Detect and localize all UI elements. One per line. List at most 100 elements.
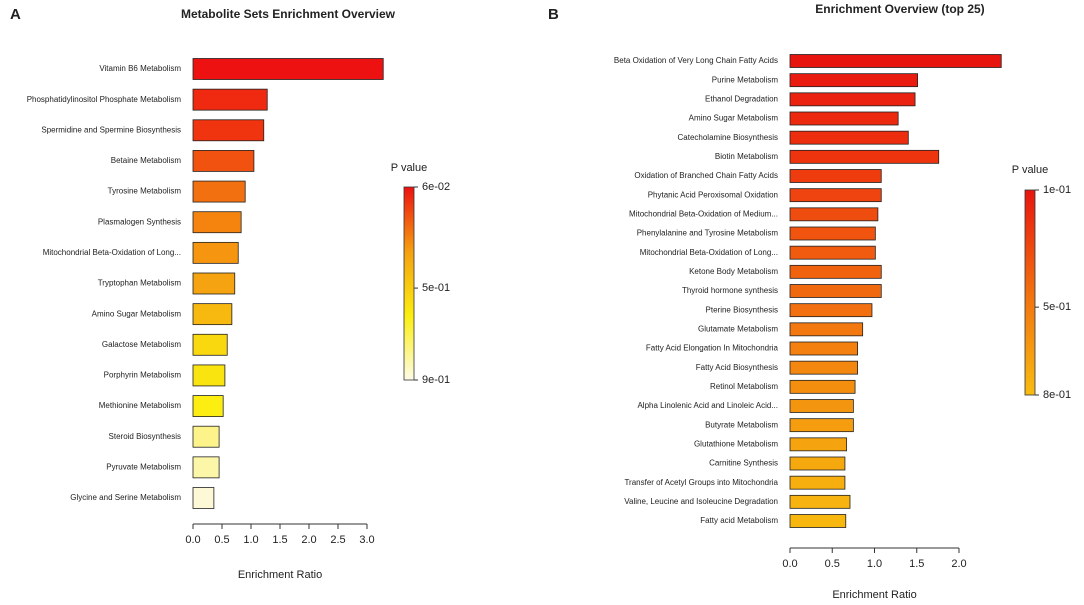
x-tick-label: 0.5 (825, 558, 840, 570)
category-label: Mitochondrial Beta-Oxidation of Medium..… (629, 209, 778, 218)
x-tick-label: 1.5 (272, 534, 287, 546)
category-label: Phosphatidylinositol Phosphate Metabolis… (27, 95, 182, 104)
bar (789, 169, 882, 183)
bar (789, 111, 899, 126)
bar (192, 303, 233, 326)
bar (192, 150, 255, 172)
bar (789, 399, 854, 413)
panel-label: A (10, 6, 21, 23)
bar (789, 475, 846, 490)
bar (789, 188, 882, 203)
bar (789, 514, 847, 528)
colorbar-tick-label: 1e-01 (1043, 184, 1071, 196)
colorbar-tick-label: 5e-01 (422, 282, 450, 294)
colorbar-tick-label: 6e-02 (422, 181, 450, 193)
bar (789, 322, 864, 337)
bar (192, 180, 246, 203)
bar (192, 456, 220, 479)
bar (789, 360, 858, 375)
x-tick-label: 0.5 (214, 534, 229, 546)
colorbar-tick-label: 9e-01 (422, 374, 450, 386)
bar (789, 456, 846, 471)
category-label: Glutamate Metabolism (698, 324, 778, 333)
x-tick-label: 1.5 (909, 558, 924, 570)
bar (789, 54, 1002, 68)
category-label: Glutathione Metabolism (694, 439, 778, 448)
bar (789, 341, 858, 356)
x-tick-label: 0.0 (185, 534, 200, 546)
chart-title: Enrichment Overview (top 25) (815, 2, 984, 16)
x-tick-label: 2.0 (301, 534, 316, 546)
bar (192, 58, 384, 80)
x-tick-label: 0.0 (782, 558, 797, 570)
category-label: Fatty Acid Biosynthesis (696, 363, 778, 372)
category-label: Alpha Linolenic Acid and Linoleic Acid..… (637, 401, 778, 410)
category-label: Catecholamine Biosynthesis (678, 133, 779, 142)
category-label: Butyrate Metabolism (705, 420, 778, 429)
bar (789, 245, 876, 260)
bar (789, 130, 909, 145)
bar (192, 272, 236, 295)
x-tick-label: 3.0 (359, 534, 374, 546)
bar (789, 494, 851, 509)
x-tick-label: 2.5 (330, 534, 345, 546)
category-label: Phytanic Acid Peroxisomal Oxidation (648, 190, 778, 199)
category-label: Porphyrin Metabolism (104, 371, 182, 380)
bar (192, 425, 220, 448)
category-label: Galactose Metabolism (102, 340, 181, 349)
category-label: Tryptophan Metabolism (98, 279, 182, 288)
bar (789, 207, 879, 222)
category-label: Betaine Metabolism (111, 156, 182, 165)
category-label: Pterine Biosynthesis (706, 305, 778, 314)
bar (789, 264, 882, 279)
colorbar-title: P value (391, 162, 428, 174)
x-axis-label: Enrichment Ratio (832, 589, 916, 601)
category-label: Pyruvate Metabolism (106, 462, 181, 471)
bar (192, 211, 242, 234)
category-label: Tyrosine Metabolism (108, 187, 182, 196)
category-label: Amino Sugar Metabolism (689, 114, 779, 123)
category-label: Fatty acid Metabolism (700, 516, 778, 525)
bar (192, 241, 239, 264)
bar (789, 226, 876, 241)
category-label: Plasmalogen Synthesis (98, 217, 181, 226)
colorbar (1024, 189, 1036, 396)
x-axis-label: Enrichment Ratio (238, 569, 322, 581)
category-label: Amino Sugar Metabolism (92, 309, 182, 318)
category-label: Ketone Body Metabolism (689, 267, 778, 276)
category-label: Fatty Acid Elongation In Mitochondria (646, 344, 779, 353)
panel-label: B (548, 6, 559, 23)
colorbar-tick-label: 5e-01 (1043, 301, 1071, 313)
category-label: Phenylalanine and Tyrosine Metabolism (637, 229, 779, 238)
bar (789, 379, 856, 394)
category-label: Beta Oxidation of Very Long Chain Fatty … (614, 56, 778, 65)
x-tick-label: 1.0 (243, 534, 258, 546)
category-label: Transfer of Acetyl Groups into Mitochond… (624, 478, 778, 487)
category-label: Valine, Leucine and Isoleucine Degradati… (624, 497, 778, 506)
category-label: Mitochondrial Beta-Oxidation of Long... (640, 248, 778, 257)
category-label: Oxidation of Branched Chain Fatty Acids (634, 171, 778, 180)
category-label: Retinol Metabolism (710, 382, 778, 391)
bar (789, 418, 854, 433)
bar (192, 119, 265, 142)
category-label: Methionine Metabolism (99, 401, 182, 410)
bar (192, 333, 228, 356)
category-label: Steroid Biosynthesis (109, 432, 181, 441)
colorbar (403, 186, 415, 381)
bar (192, 88, 268, 111)
category-label: Ethanol Degradation (705, 94, 778, 103)
category-label: Glycine and Serine Metabolism (70, 493, 181, 502)
x-tick-label: 2.0 (951, 558, 966, 570)
bar (789, 92, 916, 107)
colorbar-title: P value (1012, 164, 1049, 176)
chart-title: Metabolite Sets Enrichment Overview (181, 7, 396, 21)
bar (789, 284, 882, 298)
category-label: Mitochondrial Beta-Oxidation of Long... (43, 248, 181, 257)
category-label: Purine Metabolism (712, 75, 779, 84)
category-label: Thyroid hormone synthesis (682, 286, 778, 295)
bar (192, 364, 226, 387)
bar (789, 437, 848, 452)
bar (789, 73, 918, 88)
bar (192, 395, 224, 417)
